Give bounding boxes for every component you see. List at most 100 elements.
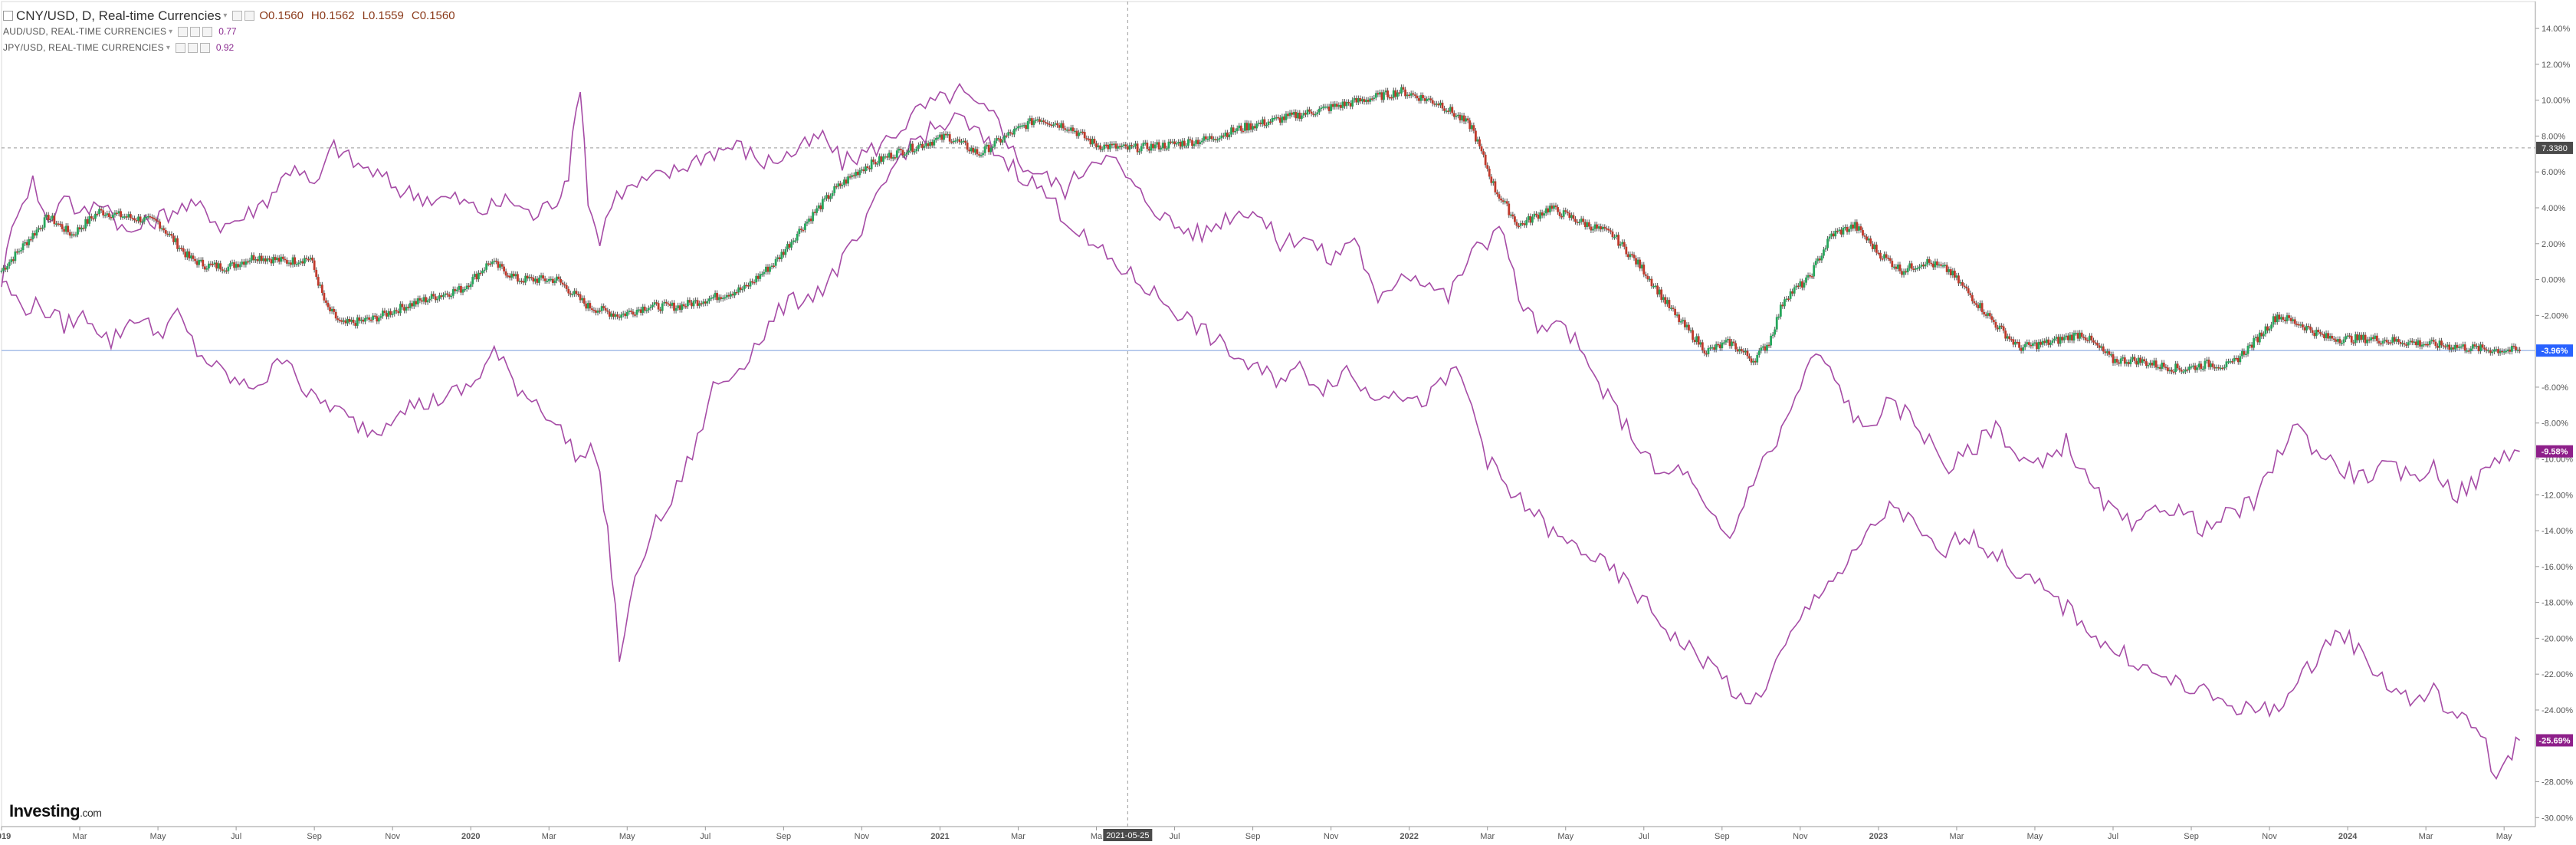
candle-body <box>2079 332 2082 339</box>
candle-body <box>471 277 474 284</box>
candle-body <box>749 281 752 287</box>
candle-body <box>1596 224 1598 229</box>
candle-body <box>2510 346 2513 352</box>
candle-body <box>1766 344 1768 351</box>
candle-body <box>1314 113 1317 116</box>
candle-body <box>297 262 300 265</box>
candle-body <box>2167 367 2169 372</box>
legend-overlay-jpy[interactable]: JPY/USD, REAL-TIME CURRENCIES ▾ 0.92 <box>3 40 463 56</box>
remove-icon[interactable] <box>199 43 210 53</box>
candle-body <box>1263 119 1266 126</box>
chevron-down-icon[interactable]: ▾ <box>169 28 173 36</box>
candle-body <box>77 227 79 235</box>
candle-body <box>2489 350 2492 353</box>
candle-body <box>1259 122 1262 124</box>
candle-body <box>1902 271 1905 275</box>
candle-body <box>1017 126 1019 129</box>
candle-body <box>1945 265 1948 272</box>
settings-icon[interactable] <box>244 11 255 21</box>
candle-body <box>1531 216 1534 223</box>
investing-logo: Investing.com <box>9 801 102 821</box>
candle-body <box>366 317 369 319</box>
candle-body <box>1527 215 1530 220</box>
candle-body <box>2423 344 2425 346</box>
candle-body <box>1578 222 1580 223</box>
candle-body <box>346 318 349 324</box>
candle-body <box>1823 249 1825 256</box>
candle-body <box>2362 334 2364 340</box>
candle-body <box>426 300 429 303</box>
legend-overlay-aud[interactable]: AUD/USD, REAL-TIME CURRENCIES ▾ 0.77 <box>3 24 463 40</box>
crosshair-price-label: 7.3380 <box>2542 144 2568 153</box>
chevron-down-icon[interactable]: ▾ <box>223 12 228 20</box>
candle-body <box>1644 274 1647 276</box>
candle-body <box>667 303 670 305</box>
candle-body <box>1177 141 1180 143</box>
candle-body <box>2438 340 2441 348</box>
candle-body <box>137 216 139 221</box>
candle-body <box>2371 337 2374 339</box>
chevron-down-icon[interactable]: ▾ <box>166 44 170 52</box>
visibility-toggle-icon[interactable] <box>232 11 243 21</box>
candle-body <box>940 134 943 140</box>
candle-body <box>258 255 261 261</box>
candle-body <box>586 303 589 309</box>
candle-body <box>8 261 11 267</box>
candle-body <box>944 133 947 136</box>
candle-body <box>1367 100 1370 102</box>
x-tick-label: May <box>2496 832 2512 841</box>
candle-body <box>2307 326 2310 327</box>
candle-body <box>585 303 588 309</box>
y-tick-label: -8.00% <box>2542 419 2568 429</box>
candle-body <box>2249 344 2251 347</box>
candle-body <box>1764 346 1767 351</box>
candle-body <box>2188 367 2190 370</box>
candle-body <box>526 275 529 279</box>
candle-body <box>2509 349 2512 352</box>
candle-body <box>2462 344 2465 347</box>
candle-body <box>655 302 658 304</box>
visibility-toggle-icon[interactable] <box>175 43 185 53</box>
candle-body <box>422 297 425 302</box>
candle-body <box>2389 342 2392 344</box>
candle-body <box>838 183 842 186</box>
collapse-legend-icon[interactable] <box>3 11 13 21</box>
candle-body <box>950 141 953 143</box>
candle-body <box>213 262 216 265</box>
candle-body <box>307 258 310 261</box>
candle-body <box>1871 243 1874 249</box>
candle-body <box>1838 229 1841 232</box>
candle-body <box>2092 340 2095 343</box>
candle-body <box>63 229 66 232</box>
remove-icon[interactable] <box>202 27 213 37</box>
candle-body <box>1926 258 1929 265</box>
candle-body <box>1742 350 1745 353</box>
candle-body <box>966 142 969 150</box>
settings-icon[interactable] <box>187 43 198 53</box>
candle-body <box>556 276 558 281</box>
candle-body <box>1695 336 1698 343</box>
candle-body <box>1928 258 1931 263</box>
candle-body <box>1363 99 1366 102</box>
candle-body <box>1518 225 1520 228</box>
candle-body <box>2427 344 2430 346</box>
candle-body <box>1331 104 1334 107</box>
candle-body <box>878 156 881 164</box>
candle-body <box>143 217 146 222</box>
legend-main-series[interactable]: CNY/USD, D, Real-time Currencies ▾ O0.15… <box>3 8 463 24</box>
candle-body <box>1683 320 1686 327</box>
candle-body <box>753 281 756 284</box>
candle-body <box>677 305 680 308</box>
candle-body <box>1504 201 1507 202</box>
candle-body <box>195 261 199 265</box>
candle-body <box>712 297 714 299</box>
candle-body <box>2197 363 2200 368</box>
candle-body <box>1480 146 1483 152</box>
candle-body <box>770 265 773 268</box>
visibility-toggle-icon[interactable] <box>178 27 189 37</box>
settings-icon[interactable] <box>190 27 201 37</box>
candle-body <box>2332 338 2335 340</box>
candle-body <box>1130 145 1133 146</box>
candle-body <box>717 297 720 301</box>
